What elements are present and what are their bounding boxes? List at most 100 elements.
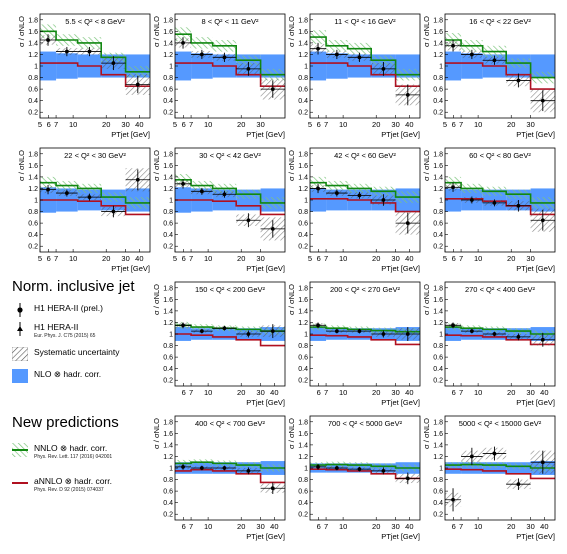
- y-tick-label: 1.6: [298, 431, 308, 438]
- x-tick-label: 6: [452, 522, 456, 531]
- y-tick-label: 0.8: [298, 477, 308, 484]
- legend-nlo-label: NLO ⊗ hadr. corr.: [34, 369, 102, 379]
- data-point: [316, 186, 320, 191]
- data-point: [222, 55, 227, 60]
- y-tick-label: 1: [34, 198, 38, 205]
- x-tick-label: 5: [38, 120, 42, 129]
- nlo-band-bin: [191, 53, 213, 79]
- y-tick-label: 0.2: [28, 110, 38, 117]
- y-tick-label: 1: [439, 466, 443, 473]
- x-tick-label: 7: [54, 254, 58, 263]
- y-tick-label: 1.8: [163, 17, 173, 24]
- data-point: [516, 482, 521, 487]
- x-tick-label: 5: [308, 120, 312, 129]
- x-tick-label: 5: [443, 254, 447, 263]
- panel-title: 8 < Q² < 11 GeV²: [202, 17, 259, 26]
- y-axis-label: σ / σNLO: [152, 284, 161, 315]
- y-tick-label: 0.2: [298, 110, 308, 117]
- data-point: [181, 40, 185, 45]
- x-tick-label: 40: [405, 388, 413, 397]
- y-axis-label: σ / σNLO: [287, 284, 296, 315]
- panel-title: 60 < Q² < 80 GeV²: [469, 151, 531, 160]
- x-axis-label: PTjet [GeV]: [381, 130, 420, 139]
- data-point: [357, 193, 362, 198]
- y-tick-label: 0.8: [163, 343, 173, 350]
- legend-nlo: NLO ⊗ hadr. corr.: [12, 369, 177, 391]
- data-point: [46, 187, 50, 192]
- y-tick-label: 1.8: [298, 151, 308, 158]
- panel-title: 400 < Q² < 700 GeV²: [195, 419, 266, 428]
- y-tick-label: 0.4: [28, 232, 38, 239]
- y-axis-label: σ / σNLO: [422, 418, 431, 449]
- legend-nnlo-label: NNLO ⊗ hadr. corr.: [34, 443, 108, 453]
- y-axis-label: σ / σNLO: [287, 418, 296, 449]
- data-point: [246, 66, 251, 71]
- y-tick-label: 0.2: [28, 244, 38, 251]
- y-tick-label: 1.2: [298, 186, 308, 193]
- x-axis-label: PTjet [GeV]: [516, 532, 555, 541]
- x-tick-label: 10: [204, 120, 212, 129]
- x-tick-label: 7: [324, 254, 328, 263]
- y-tick-label: 1.6: [163, 163, 173, 170]
- data-point: [111, 209, 116, 214]
- data-point: [451, 497, 455, 502]
- y-tick-label: 1: [169, 64, 173, 71]
- y-tick-label: 0.2: [298, 512, 308, 519]
- y-tick-label: 1.2: [163, 454, 173, 461]
- x-tick-label: 20: [102, 254, 110, 263]
- x-tick-label: 10: [474, 522, 482, 531]
- annlo-line: [40, 199, 150, 216]
- y-tick-label: 1: [169, 466, 173, 473]
- y-tick-label: 1.6: [433, 297, 443, 304]
- y-tick-label: 0.2: [163, 110, 173, 117]
- data-point: [246, 218, 251, 223]
- x-tick-label: 10: [204, 254, 212, 263]
- x-tick-label: 20: [507, 120, 515, 129]
- nnlo-line: [40, 181, 150, 204]
- x-tick-label: 30: [526, 254, 534, 263]
- x-tick-label: 10: [474, 388, 482, 397]
- x-tick-label: 30: [526, 120, 534, 129]
- new-predictions-title: New predictions: [12, 414, 119, 431]
- y-tick-label: 0.2: [298, 378, 308, 385]
- x-tick-label: 40: [270, 522, 278, 531]
- y-tick-label: 1.8: [298, 17, 308, 24]
- data-point: [516, 78, 521, 83]
- y-tick-label: 0.8: [298, 343, 308, 350]
- data-point: [222, 192, 227, 197]
- y-tick-label: 1.4: [163, 308, 173, 315]
- chart-panel-3: 0.2 0.4 0.6 0.8 1 1.2 1.4 1.6 1.8 5 6 7 10 20 30 40 11 <…: [287, 13, 421, 139]
- y-tick-label: 0.6: [298, 355, 308, 362]
- chart-panel-7: 0.2 0.4 0.6 0.8 1 1.2 1.4 1.6 1.8 5 6 7 10 20 30 40 42 <…: [287, 147, 421, 273]
- legend-syst: Systematic uncertainty: [12, 347, 177, 369]
- x-tick-label: 10: [339, 254, 347, 263]
- blue-swatch-icon: [12, 369, 28, 383]
- legend-annlo: aNNLO ⊗ hadr. corr. Phys. Rev. D 92 (201…: [12, 476, 177, 498]
- data-point: [334, 329, 339, 334]
- x-tick-label: 7: [189, 254, 193, 263]
- panel-title: 150 < Q² < 200 GeV²: [195, 285, 266, 294]
- annlo-line: [445, 468, 555, 480]
- x-tick-label: 30: [256, 522, 264, 531]
- x-tick-label: 40: [540, 388, 548, 397]
- annlo-line: [445, 62, 555, 90]
- chart-panel-9: 0.2 0.4 0.6 0.8 1 1.2 1.4 1.6 1.8 6 7 10 20 30 40 150 <…: [152, 281, 286, 407]
- plot-area: [310, 461, 420, 485]
- x-tick-label: 6: [47, 254, 51, 263]
- y-tick-label: 0.8: [433, 209, 443, 216]
- y-tick-label: 0.4: [28, 98, 38, 105]
- y-tick-label: 0.6: [298, 221, 308, 228]
- x-tick-label: 6: [317, 388, 321, 397]
- data-point: [46, 38, 50, 42]
- y-tick-label: 1.8: [163, 285, 173, 292]
- x-tick-label: 40: [405, 254, 413, 263]
- y-tick-label: 0.8: [163, 477, 173, 484]
- nlo-band-bin: [326, 53, 348, 79]
- y-tick-label: 1.2: [433, 320, 443, 327]
- y-axis-label: σ / σNLO: [152, 418, 161, 449]
- y-tick-label: 0.4: [298, 366, 308, 373]
- data-point: [516, 334, 521, 339]
- plot-area: [445, 446, 555, 512]
- y-tick-label: 1.6: [163, 29, 173, 36]
- x-tick-label: 30: [121, 254, 129, 263]
